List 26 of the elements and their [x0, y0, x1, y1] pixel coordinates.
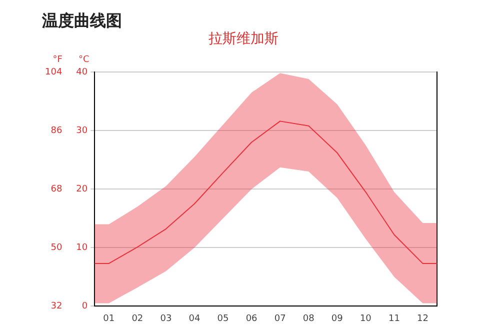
y2-tick-label: 104 — [44, 67, 62, 78]
x-tick-label: 09 — [331, 314, 344, 324]
x-tick-label: 01 — [103, 314, 115, 324]
x-tick-label: 05 — [217, 314, 229, 324]
y-tick-label: 20 — [76, 184, 88, 194]
y-tick-label: 30 — [76, 126, 88, 136]
y2-axis-title: °F — [52, 54, 62, 65]
x-tick-label: 02 — [132, 314, 144, 324]
y-tick-label: 10 — [76, 242, 88, 253]
y-axis-title: °C — [78, 54, 90, 65]
x-tick-label: 03 — [160, 314, 172, 324]
y-tick-label: 0 — [82, 302, 88, 312]
y2-tick-label: 68 — [50, 184, 62, 194]
y-tick-label: 40 — [76, 67, 88, 78]
chart-title: 温度曲线图 — [41, 10, 122, 30]
x-tick-label: 04 — [188, 314, 200, 324]
y2-tick-label: 50 — [50, 242, 62, 253]
x-tick-label: 11 — [388, 314, 400, 324]
y2-tick-label: 32 — [50, 302, 62, 312]
x-tick-label: 06 — [246, 314, 258, 324]
x-tick-label: 07 — [274, 314, 286, 324]
chart-subtitle: 拉斯维加斯 — [208, 31, 278, 48]
x-tick-label: 08 — [302, 314, 315, 324]
y2-tick-label: 86 — [50, 126, 62, 136]
x-tick-label: 10 — [360, 314, 372, 324]
x-tick-label: 12 — [417, 314, 428, 324]
